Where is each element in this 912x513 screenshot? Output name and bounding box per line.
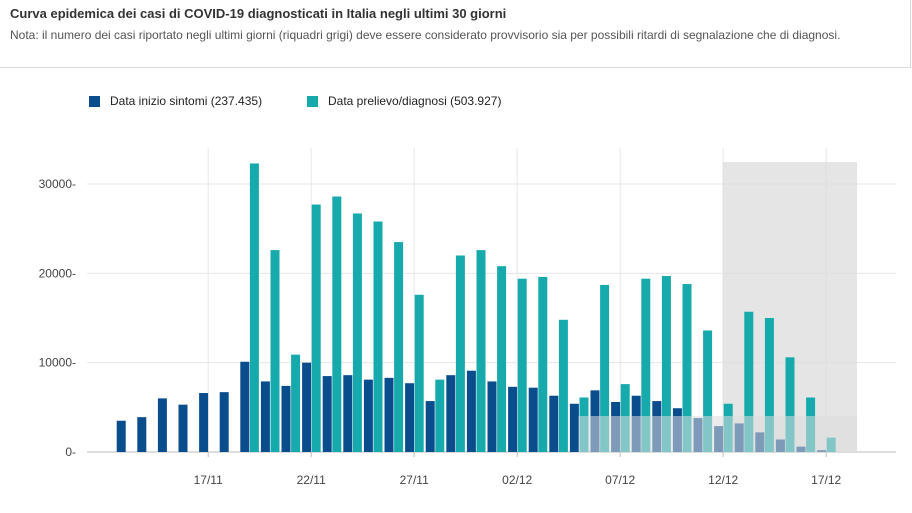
bar-sampling-diagnosis	[785, 357, 795, 452]
bar-symptom-onset	[219, 392, 229, 452]
bar-sampling-diagnosis	[661, 276, 671, 452]
chart-title: Curva epidemica dei casi di COVID-19 dia…	[10, 6, 507, 21]
bar-symptom-onset	[302, 362, 312, 452]
bar-sampling-diagnosis	[497, 266, 507, 452]
bar-sampling-diagnosis	[435, 379, 445, 452]
bar-sampling-diagnosis	[600, 284, 610, 452]
bar-sampling-diagnosis	[558, 319, 568, 452]
bar-sampling-diagnosis	[476, 250, 486, 452]
x-tick-label: 02/12	[502, 473, 532, 487]
bar-sampling-diagnosis	[703, 330, 713, 452]
bar-symptom-onset	[343, 375, 353, 452]
bar-symptom-onset	[363, 379, 373, 452]
bar-symptom-onset	[322, 376, 332, 452]
x-tick-label: 07/12	[605, 473, 635, 487]
bar-sampling-diagnosis	[373, 221, 383, 452]
bar-symptom-onset	[137, 417, 147, 452]
bar-symptom-onset	[199, 393, 209, 452]
bar-sampling-diagnosis	[311, 204, 321, 452]
bar-sampling-diagnosis	[414, 294, 424, 452]
bar-sampling-diagnosis	[291, 354, 301, 452]
legend-swatch-symptom-onset	[89, 95, 100, 107]
legend-item-sampling-diagnosis[interactable]: Data prelievo/diagnosi (503.927)	[307, 93, 501, 109]
x-tick-label: 17/12	[811, 473, 841, 487]
bar-sampling-diagnosis	[744, 311, 754, 452]
bar-sampling-diagnosis	[538, 276, 548, 452]
bar-symptom-onset	[487, 381, 497, 452]
x-tick-label: 27/11	[400, 473, 429, 487]
bar-sampling-diagnosis	[455, 255, 465, 452]
legend-swatch-sampling-diagnosis	[307, 95, 318, 107]
bar-symptom-onset	[528, 387, 538, 452]
y-tick-label: 0-	[65, 445, 76, 459]
y-tick-label: 20000-	[39, 266, 76, 280]
bar-symptom-onset	[178, 404, 188, 452]
bar-symptom-onset	[281, 385, 291, 452]
bar-sampling-diagnosis	[764, 318, 774, 452]
bar-symptom-onset	[157, 398, 167, 452]
provisional-shade-front	[578, 416, 857, 452]
chart-header: Curva epidemica dei casi di COVID-19 dia…	[0, 0, 911, 68]
x-tick-label: 12/12	[708, 473, 738, 487]
bar-sampling-diagnosis	[352, 213, 362, 452]
axis-layer: 0- 10000- 20000- 30000- 17/11 22/11 27/11 02/12…	[39, 177, 842, 487]
bar-symptom-onset	[569, 403, 579, 452]
bar-symptom-onset	[405, 383, 415, 452]
x-tick-label: 22/11	[297, 473, 326, 487]
legend-label-symptom-onset: Data inizio sintomi (237.435)	[110, 94, 263, 108]
bar-symptom-onset	[240, 361, 250, 452]
bar-sampling-diagnosis	[270, 250, 280, 452]
legend-item-symptom-onset[interactable]: Data inizio sintomi (237.435)	[89, 93, 262, 109]
bar-symptom-onset	[384, 377, 394, 452]
bar-symptom-onset	[466, 370, 476, 452]
bar-symptom-onset	[508, 386, 518, 452]
bar-symptom-onset	[446, 375, 456, 452]
y-tick-label: 30000-	[39, 177, 76, 191]
chart-note: Nota: il numero dei casi riportato negli…	[10, 28, 841, 42]
bar-symptom-onset	[260, 381, 270, 452]
legend-label-sampling-diagnosis: Data prelievo/diagnosi (503.927)	[328, 94, 502, 108]
bar-sampling-diagnosis	[249, 163, 259, 452]
bar-sampling-diagnosis	[517, 278, 527, 452]
bar-sampling-diagnosis	[682, 284, 692, 452]
provisional-shade-onset	[578, 416, 857, 452]
y-tick-label: 10000-	[39, 356, 76, 370]
bar-symptom-onset	[116, 420, 126, 452]
x-tick-label: 17/11	[194, 473, 223, 487]
bar-symptom-onset	[549, 395, 559, 452]
bar-symptom-onset	[425, 401, 435, 452]
bar-sampling-diagnosis	[394, 242, 404, 452]
bar-sampling-diagnosis	[641, 278, 651, 452]
bar-sampling-diagnosis	[332, 196, 342, 452]
